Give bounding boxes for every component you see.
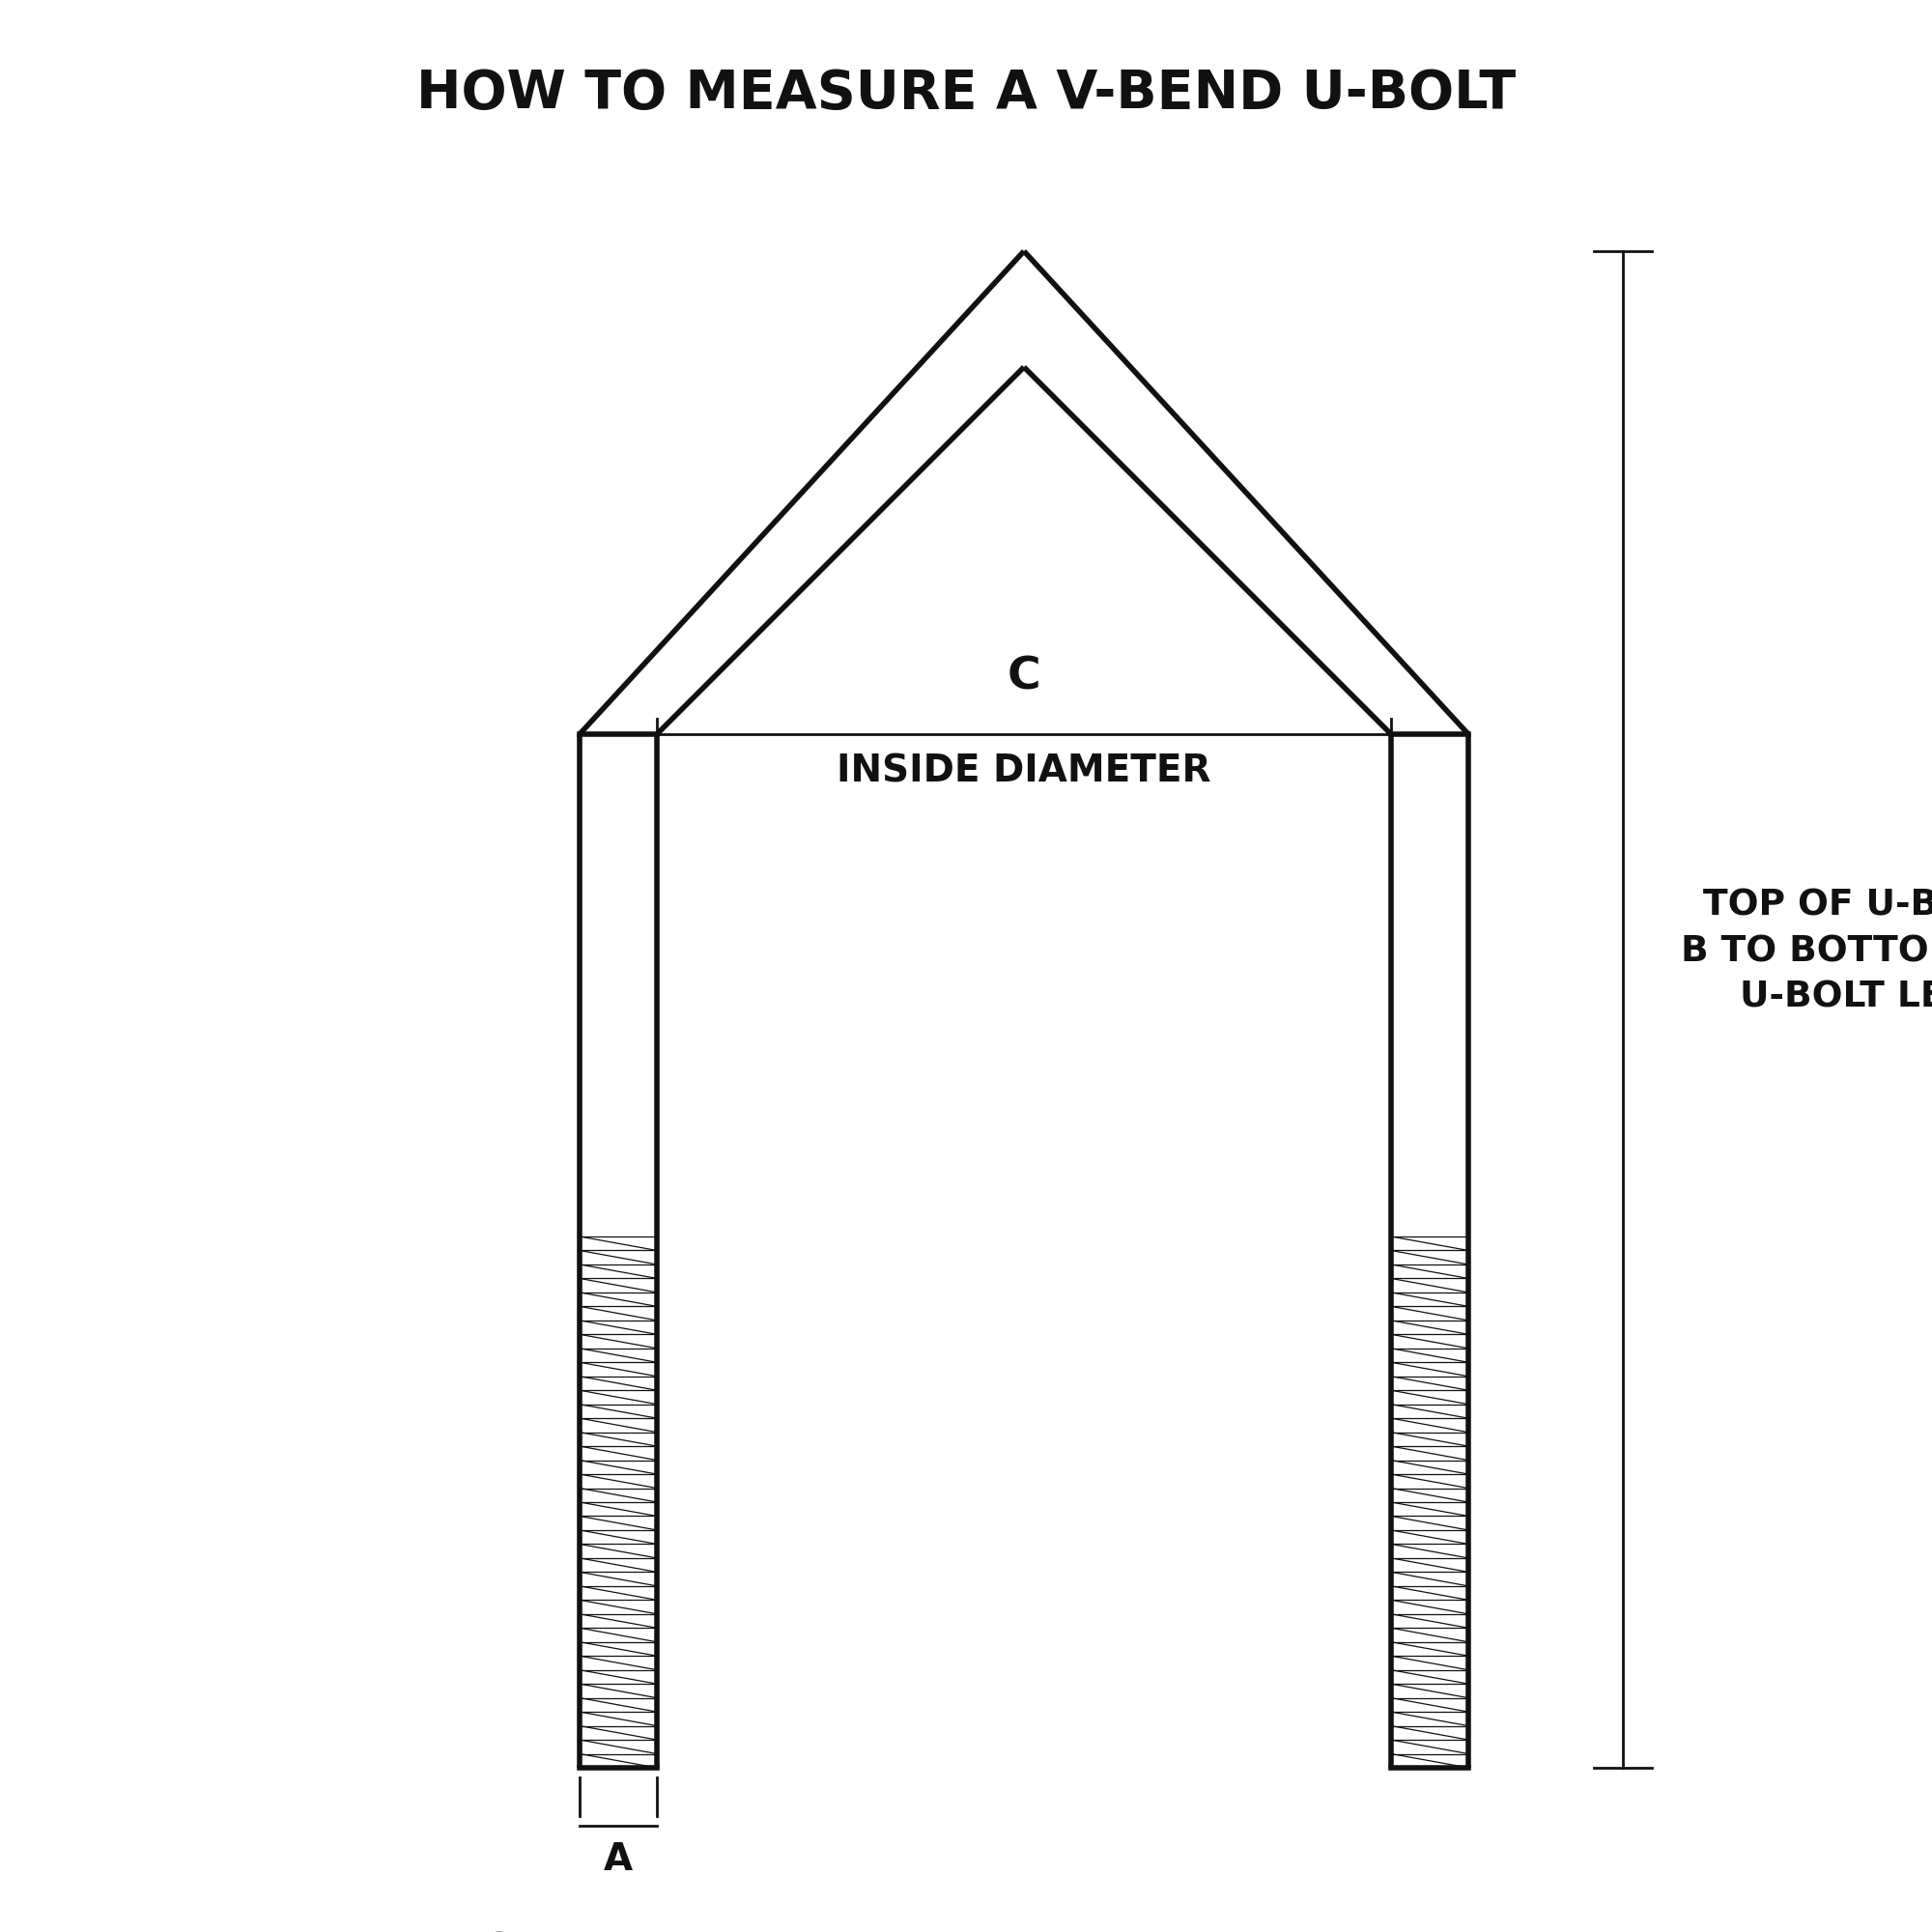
Text: C: C [1007,657,1041,699]
Text: HOW TO MEASURE A V-BEND U-BOLT: HOW TO MEASURE A V-BEND U-BOLT [415,68,1517,120]
Text: TOP OF U-BOLT
B TO BOTTOM OF
U-BOLT LEG: TOP OF U-BOLT B TO BOTTOM OF U-BOLT LEG [1681,889,1932,1014]
Text: INSIDE DIAMETER: INSIDE DIAMETER [837,753,1211,790]
Text: A: A [603,1841,634,1878]
